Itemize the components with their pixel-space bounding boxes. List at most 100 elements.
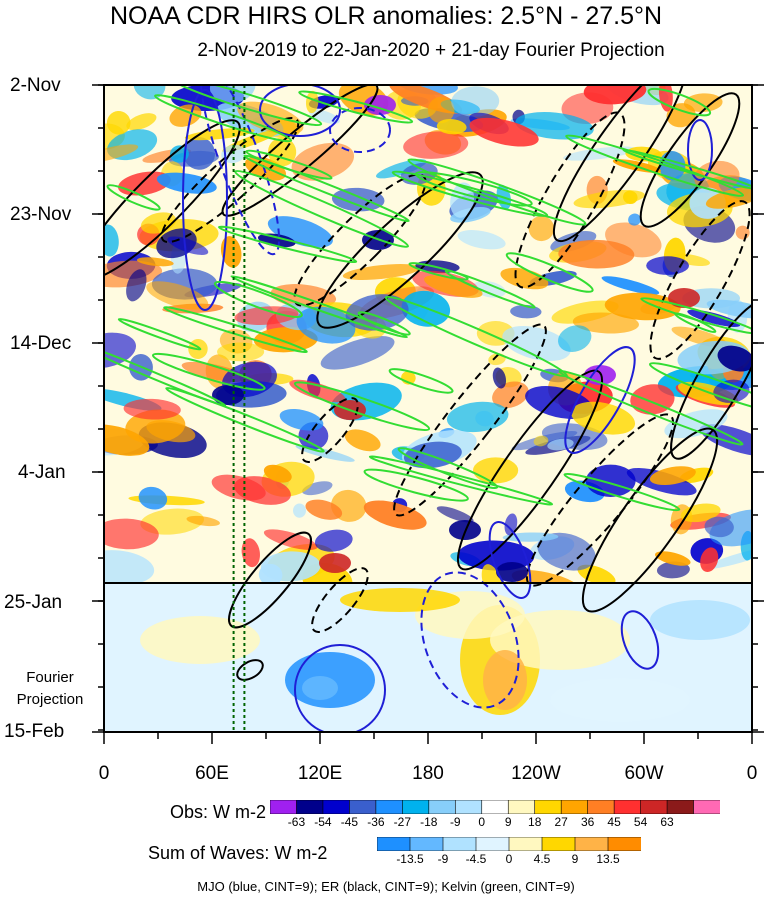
kelvin-contour (234, 169, 410, 248)
kelvin-contour (622, 148, 752, 191)
kelvin-contour (293, 381, 431, 432)
colorbar-tick-label: 54 (633, 815, 648, 829)
projection-label: Projection (16, 691, 84, 708)
olr-anomaly-patch (533, 435, 549, 447)
er-contour (649, 200, 751, 360)
olr-anomaly-patch (457, 230, 506, 250)
projection-patch (340, 588, 460, 612)
olr-anomaly-patch (551, 300, 619, 324)
kelvin-contour (218, 225, 358, 264)
colorbar-swatch (481, 800, 509, 814)
kelvin-contour (245, 149, 333, 180)
olr-anomaly-patch (289, 379, 346, 403)
colorbar-swatch (640, 800, 668, 814)
kelvin-contour (298, 90, 414, 124)
colorbar-tick-label: -4.5 (465, 852, 487, 866)
x-tick-label: 0 (98, 763, 110, 784)
colorbar-swatch (475, 837, 510, 851)
olr-anomaly-patch (241, 538, 260, 568)
kelvin-contour (213, 280, 303, 318)
kelvin-contour (243, 154, 410, 223)
kelvin-contour (647, 87, 712, 117)
mjo-contour (687, 119, 713, 181)
mjo-contour (259, 85, 341, 137)
colorbar-tick-label: -27 (393, 815, 412, 829)
olr-anomaly-patch (623, 190, 638, 205)
colorbar-tick-label: 13.5 (596, 852, 620, 866)
colorbar-swatch (402, 800, 430, 814)
olr-anomaly-patch (436, 119, 467, 135)
olr-anomaly-patch (267, 216, 333, 248)
projection-patch (140, 616, 260, 664)
kelvin-contour (648, 362, 752, 415)
colorbar-swatch (560, 800, 589, 814)
wave-contours (104, 85, 752, 732)
olr-anomaly-patch (572, 312, 639, 334)
chart-subtitle: 2-Nov-2019 to 22-Jan-2020 + 21-day Fouri… (197, 40, 665, 61)
y-tick-label: 25-Jan (4, 592, 63, 613)
y-tick-label: 23-Nov (10, 204, 72, 225)
mjo-contour (182, 89, 228, 311)
colorbar-tick-label: 0 (478, 815, 486, 829)
colorbar-swatch (534, 800, 562, 814)
colorbar-swatch (507, 800, 536, 814)
olr-anomaly-patch (169, 104, 202, 127)
waves-colorbar (377, 837, 641, 851)
olr-anomaly-patch (604, 292, 681, 321)
projection-patch (490, 610, 630, 670)
contour-caption: MJO (blue, CINT=9); ER (black, CINT=9); … (197, 879, 575, 894)
olr-anomaly-patch (263, 464, 292, 483)
olr-anomaly-patch (436, 506, 474, 523)
kelvin-contour (230, 275, 408, 339)
olr-anomaly-patch (683, 93, 723, 113)
olr-anomaly-patch (106, 110, 131, 135)
olr-anomaly-patch (528, 215, 555, 242)
olr-anomaly-patch (320, 336, 395, 370)
colorbar-tick-label: -54 (314, 815, 332, 829)
olr-anomaly-patch (654, 551, 691, 566)
projection-patch (302, 676, 338, 700)
colorbar-tick-label: 63 (660, 815, 674, 829)
olr-anomaly-patch (126, 269, 147, 302)
kelvin-contour (106, 184, 161, 211)
olr-anomaly-patch (628, 213, 641, 226)
colorbar-swatch (322, 800, 351, 814)
olr-anomaly-patch (184, 128, 255, 141)
projection-patch (550, 678, 690, 722)
olr-anomaly-patch (186, 515, 220, 527)
colorbar-tick-label: -36 (367, 815, 385, 829)
olr-anomaly-patch (502, 325, 571, 362)
olr-anomaly-patch (666, 103, 696, 128)
olr-anomaly-patch (314, 529, 353, 552)
projection-label: Fourier (26, 669, 74, 686)
olr-anomaly-patch (515, 112, 594, 140)
x-tick-label: 120W (511, 763, 561, 784)
er-contour (160, 116, 300, 244)
olr-anomaly-patch (706, 299, 752, 319)
olr-anomaly-patch (146, 281, 209, 310)
olr-anomaly-patch (253, 327, 318, 353)
kelvin-contour (563, 472, 681, 512)
olr-anomaly-patch (331, 187, 385, 212)
y-tick-label: 15-Feb (4, 721, 65, 742)
olr-anomaly-patch (687, 309, 741, 327)
colorbar-tick-label: -9 (449, 815, 461, 829)
er-contour (301, 397, 359, 463)
olr-anomaly-patch (704, 516, 734, 538)
olr-anomaly-patch (217, 342, 265, 362)
olr-anomaly-patch (104, 144, 139, 163)
x-tick-label: 180 (412, 763, 444, 784)
kelvin-contour (104, 343, 227, 407)
x-tick-label: 60E (195, 763, 229, 784)
projection-patch (650, 600, 750, 640)
mjo-contour (620, 610, 660, 670)
colorbar-tick-label: 9 (571, 852, 579, 866)
colorbar-swatch (270, 800, 298, 814)
colorbar-tick-label: 18 (528, 815, 542, 829)
olr-anomaly-patch (305, 499, 343, 520)
kelvin-contour (368, 455, 554, 506)
mjo-contour (564, 346, 636, 454)
colorbar-tick-label: -9 (437, 852, 449, 866)
kelvin-contour (357, 311, 411, 336)
olr-anomaly-patch (146, 420, 196, 443)
